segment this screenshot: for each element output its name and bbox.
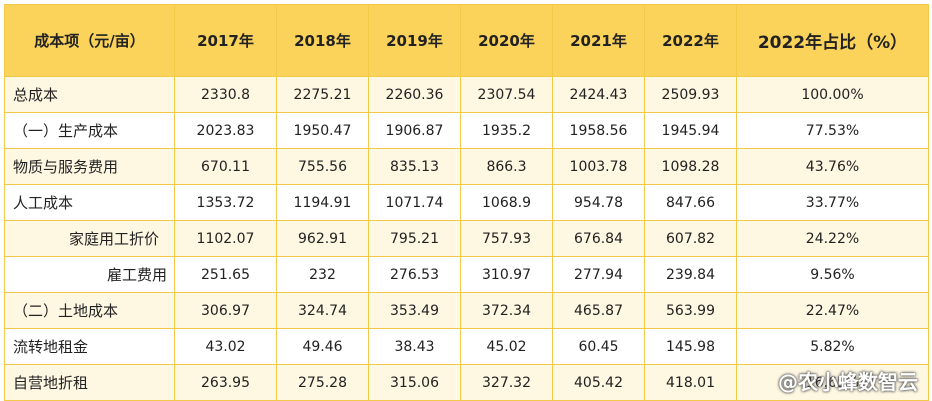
header-cell: 2020年	[460, 4, 553, 77]
cell: 1102.07	[174, 220, 277, 257]
cell: 9.56%	[736, 256, 929, 293]
table-row: 物质与服务费用 670.11 755.56 835.13 866.3 1003.78 109…	[4, 148, 929, 185]
cell: 962.91	[276, 220, 369, 257]
cell: 239.84	[644, 256, 737, 293]
cell: 866.3	[460, 148, 553, 185]
cell: 670.11	[174, 148, 277, 185]
cell: 77.53%	[736, 112, 929, 149]
table-row: 自营地折租 263.95 275.28 315.06 327.32 405.42 418.0…	[4, 364, 929, 401]
cell: 100.00%	[736, 76, 929, 113]
table-row: （一）生产成本 2023.83 1950.47 1906.87 1935.2 1958.5…	[4, 112, 929, 149]
cell: 275.28	[276, 364, 369, 401]
cell: 2509.93	[644, 76, 737, 113]
cell: 43.76%	[736, 148, 929, 185]
cell: 2023.83	[174, 112, 277, 149]
row-label: 流转地租金	[4, 328, 175, 365]
cell: 353.49	[368, 292, 461, 329]
header-cell: 成本项（元/亩）	[4, 4, 175, 77]
row-label: 雇工费用	[4, 256, 175, 293]
cell: 327.32	[460, 364, 553, 401]
header-cell: 2021年	[552, 4, 645, 77]
cell: 1945.94	[644, 112, 737, 149]
cell: 1003.78	[552, 148, 645, 185]
cell: 755.56	[276, 148, 369, 185]
table-row: （二）土地成本 306.97 324.74 353.49 372.34 465.87 563…	[4, 292, 929, 329]
cell: 465.87	[552, 292, 645, 329]
table-row: 总成本 2330.8 2275.21 2260.36 2307.54 2424.43 250…	[4, 76, 929, 113]
cell: 2330.8	[174, 76, 277, 113]
row-label: 物质与服务费用	[4, 148, 175, 185]
cell: 60.45	[552, 328, 645, 365]
cell: 418.01	[644, 364, 737, 401]
cell: 16.65%	[736, 364, 929, 401]
cell: 276.53	[368, 256, 461, 293]
table-row: 雇工费用 251.65 232 276.53 310.97 277.94 239.84 9.5…	[4, 256, 929, 293]
cell: 954.78	[552, 184, 645, 221]
row-label: 人工成本	[4, 184, 175, 221]
cell: 49.46	[276, 328, 369, 365]
cell: 607.82	[644, 220, 737, 257]
cell: 2424.43	[552, 76, 645, 113]
cell: 2307.54	[460, 76, 553, 113]
row-label: 家庭用工折价	[4, 220, 175, 257]
header-row: 成本项（元/亩） 2017年 2018年 2019年 2020年 2021年 2022年 20…	[4, 4, 929, 77]
cell: 277.94	[552, 256, 645, 293]
cell: 2275.21	[276, 76, 369, 113]
cell: 1906.87	[368, 112, 461, 149]
cell: 847.66	[644, 184, 737, 221]
row-label: （一）生产成本	[4, 112, 175, 149]
cell: 324.74	[276, 292, 369, 329]
cell: 232	[276, 256, 369, 293]
cell: 1950.47	[276, 112, 369, 149]
cell: 757.93	[460, 220, 553, 257]
cell: 24.22%	[736, 220, 929, 257]
table-row: 人工成本 1353.72 1194.91 1071.74 1068.9 954.78 847…	[4, 184, 929, 221]
header-cell: 2018年	[276, 4, 369, 77]
header-cell: 2019年	[368, 4, 461, 77]
cell: 33.77%	[736, 184, 929, 221]
cell: 676.84	[552, 220, 645, 257]
cell: 43.02	[174, 328, 277, 365]
cell: 1071.74	[368, 184, 461, 221]
watermark: @农小蜂数智云	[778, 370, 918, 394]
table-row: 流转地租金 43.02 49.46 38.43 45.02 60.45 145.98 5.82…	[4, 328, 929, 365]
cell: 795.21	[368, 220, 461, 257]
header-cell: 2022年占比（%）	[736, 4, 929, 77]
cell: 372.34	[460, 292, 553, 329]
cell: 835.13	[368, 148, 461, 185]
cost-table: 成本项（元/亩） 2017年 2018年 2019年 2020年 2021年 2022年 20…	[4, 4, 929, 401]
cell: 263.95	[174, 364, 277, 401]
cell: 563.99	[644, 292, 737, 329]
cell: 1935.2	[460, 112, 553, 149]
table-body: 总成本 2330.8 2275.21 2260.36 2307.54 2424.43 250…	[4, 76, 929, 401]
header-cell: 2017年	[174, 4, 277, 77]
cell: 1098.28	[644, 148, 737, 185]
cell: 22.47%	[736, 292, 929, 329]
cell: 38.43	[368, 328, 461, 365]
cell: 1194.91	[276, 184, 369, 221]
cell: 45.02	[460, 328, 553, 365]
cell: 1958.56	[552, 112, 645, 149]
row-label: （二）土地成本	[4, 292, 175, 329]
cell: 310.97	[460, 256, 553, 293]
cell: 315.06	[368, 364, 461, 401]
cell: 405.42	[552, 364, 645, 401]
cell: 1353.72	[174, 184, 277, 221]
row-label: 总成本	[4, 76, 175, 113]
cell: 2260.36	[368, 76, 461, 113]
cell: 251.65	[174, 256, 277, 293]
cell: 5.82%	[736, 328, 929, 365]
row-label: 自营地折租	[4, 364, 175, 401]
header-cell: 2022年	[644, 4, 737, 77]
cell: 1068.9	[460, 184, 553, 221]
cell: 145.98	[644, 328, 737, 365]
table-row: 家庭用工折价 1102.07 962.91 795.21 757.93 676.84 607…	[4, 220, 929, 257]
cell: 306.97	[174, 292, 277, 329]
